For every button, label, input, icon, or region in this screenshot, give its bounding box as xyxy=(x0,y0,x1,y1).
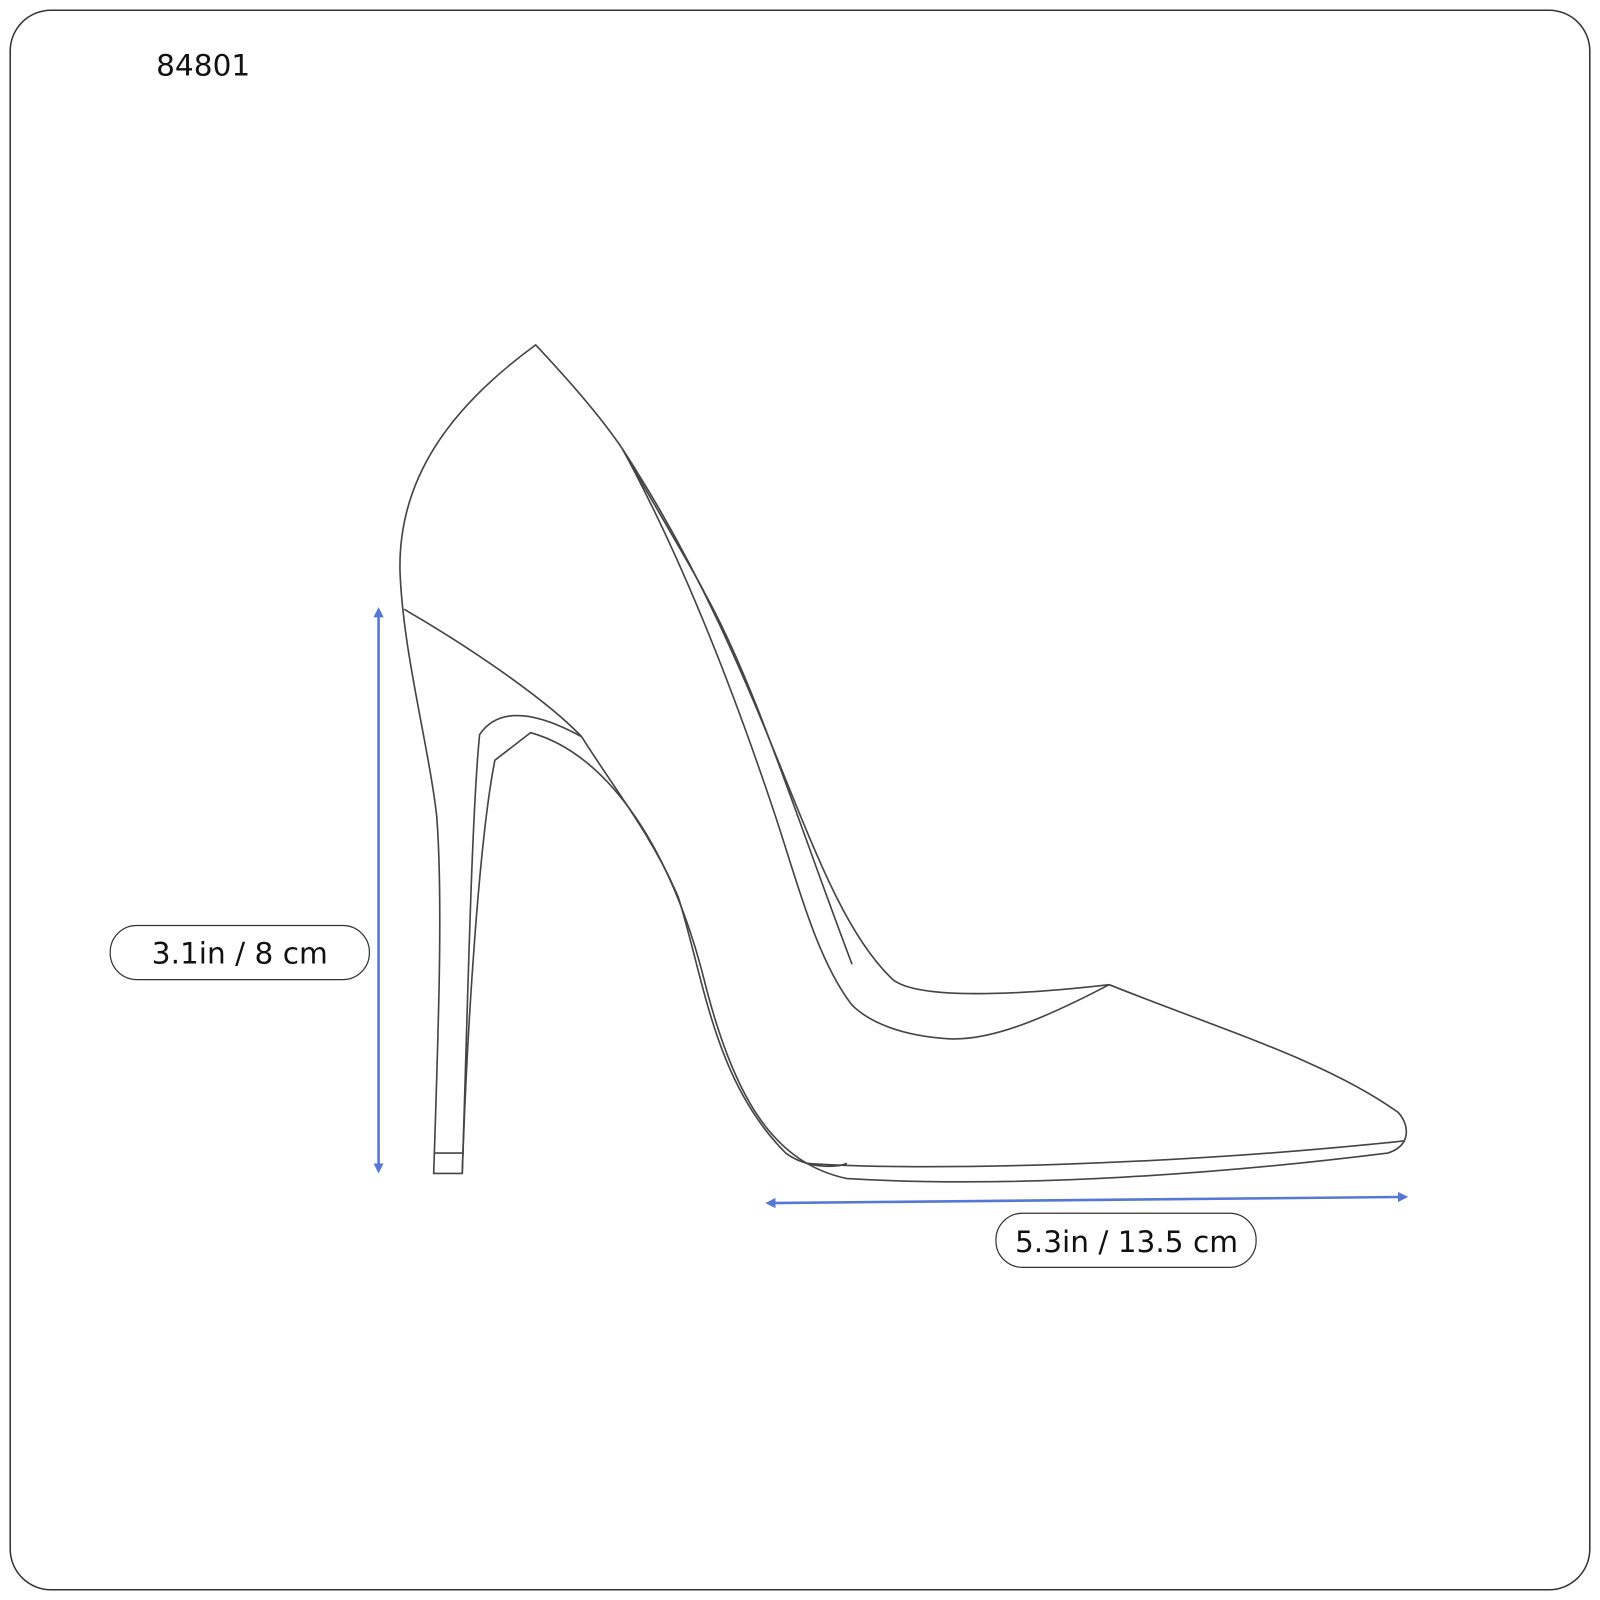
heel-height-text: 3.1in / 8 cm xyxy=(152,936,328,970)
shoe-outline-icon xyxy=(399,343,1408,1183)
length-text: 5.3in / 13.5 cm xyxy=(1015,1225,1238,1259)
product-code: 84801 xyxy=(156,49,250,83)
length-arrow-icon xyxy=(765,1191,1409,1209)
length-label: 5.3in / 13.5 cm xyxy=(995,1212,1257,1268)
frame xyxy=(9,9,1591,1591)
heel-height-label: 3.1in / 8 cm xyxy=(109,924,370,981)
